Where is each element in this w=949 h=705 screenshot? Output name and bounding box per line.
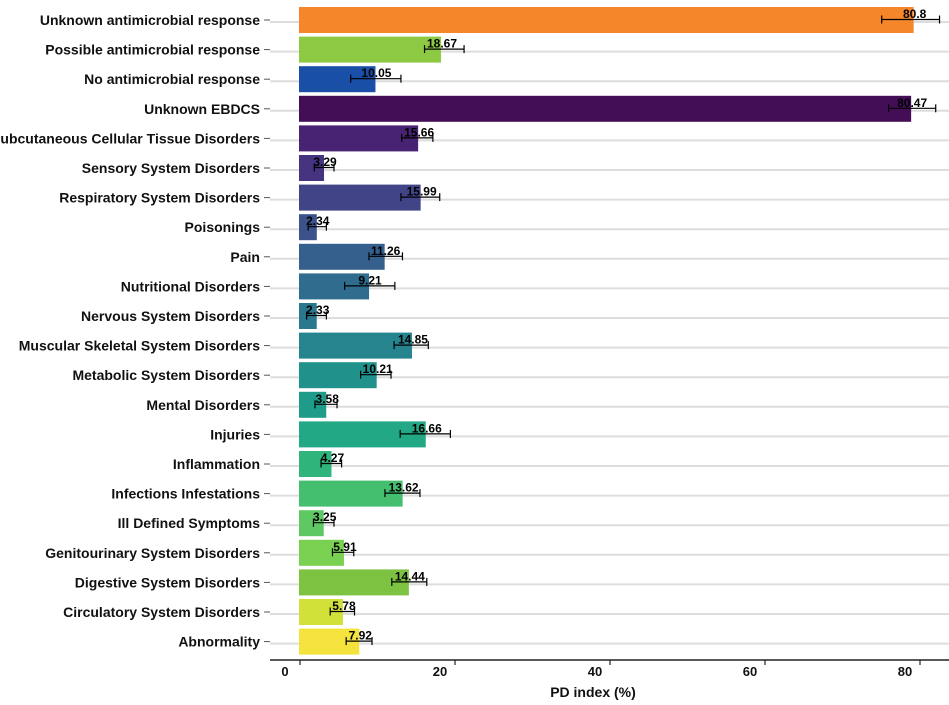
- x-tick-label: 60: [743, 664, 757, 679]
- value-label: 3.29: [313, 155, 337, 169]
- value-label: 13.62: [389, 481, 419, 495]
- value-label: 7.92: [349, 629, 373, 643]
- value-label: 4.27: [321, 451, 345, 465]
- value-labels: 80.8 18.67 10.05 80.47 15.66 3.29 15.99 2.34 11.…: [306, 7, 927, 643]
- bar: [299, 95, 912, 122]
- category-label: Poisonings: [185, 219, 261, 235]
- category-label: Nervous System Disorders: [81, 308, 260, 324]
- error-bar: [329, 607, 356, 616]
- error-bar: [350, 74, 402, 83]
- value-label: 14.44: [395, 569, 425, 583]
- category-label: Circulatory System Disorders: [63, 604, 260, 620]
- value-label: 9.21: [358, 273, 382, 287]
- category-label: Unknown antimicrobial response: [40, 12, 260, 28]
- value-label: 10.05: [361, 66, 391, 80]
- category-label: Genitourinary System Disorders: [45, 545, 260, 561]
- value-label: 3.25: [313, 510, 337, 524]
- error-bar: [423, 45, 465, 54]
- value-label: 10.21: [363, 362, 393, 376]
- x-axis: 0 20 40 60 80: [270, 659, 949, 679]
- x-tick-label: 40: [588, 664, 602, 679]
- value-label: 2.33: [306, 303, 330, 317]
- value-label: 15.99: [407, 185, 437, 199]
- bars: [299, 7, 914, 655]
- category-labels: Unknown antimicrobial response Possible a…: [0, 12, 260, 650]
- error-bar: [393, 341, 429, 350]
- error-bar: [345, 637, 373, 646]
- bar: [299, 36, 442, 63]
- grid-lines: [264, 19, 949, 645]
- bar: [299, 125, 419, 152]
- bar: [299, 332, 412, 359]
- x-tick-label: 80: [898, 664, 912, 679]
- error-bar: [887, 104, 937, 113]
- value-label: 80.8: [903, 7, 927, 21]
- category-label: Sensory System Disorders: [82, 160, 260, 176]
- error-bar: [368, 252, 404, 261]
- value-label: 11.26: [371, 244, 401, 258]
- error-bar: [401, 133, 434, 142]
- value-label: 16.66: [412, 421, 442, 435]
- value-label: 18.67: [427, 37, 457, 51]
- category-label: Subcutaneous Cellular Tissue Disorders: [0, 130, 260, 146]
- value-label: 3.58: [316, 392, 340, 406]
- error-bar: [320, 459, 343, 468]
- error-bar: [881, 15, 941, 24]
- value-label: 80.47: [897, 96, 927, 110]
- category-label: Mental Disorders: [146, 397, 260, 413]
- category-label: Nutritional Disorders: [121, 278, 260, 294]
- category-label: Injuries: [210, 426, 260, 442]
- bar: [299, 7, 914, 33]
- x-axis-title: PD index (%): [550, 684, 636, 700]
- error-bar: [344, 281, 396, 290]
- bar: [299, 569, 409, 596]
- category-label: Ill Defined Symptoms: [118, 515, 261, 531]
- category-label: Muscular Skeletal System Disorders: [19, 338, 260, 354]
- x-tick-label: 20: [433, 664, 447, 679]
- error-bar: [306, 311, 327, 320]
- x-tick-label: 0: [281, 664, 288, 679]
- value-label: 5.78: [332, 599, 356, 613]
- error-bar: [307, 222, 327, 231]
- category-label: Digestive System Disorders: [75, 574, 260, 590]
- category-label: Possible antimicrobial response: [45, 42, 260, 58]
- error-bar: [313, 163, 335, 172]
- category-label: Respiratory System Disorders: [59, 190, 260, 206]
- error-bar: [312, 518, 335, 527]
- error-bar: [384, 489, 421, 498]
- category-label: Infections Infestations: [111, 486, 260, 502]
- value-label: 2.34: [306, 214, 330, 228]
- category-label: No antimicrobial response: [84, 71, 260, 87]
- error-bar: [391, 577, 428, 586]
- error-bar: [400, 193, 441, 202]
- category-label: Abnormality: [178, 634, 260, 650]
- error-bar: [399, 429, 451, 438]
- value-label: 5.91: [333, 540, 357, 554]
- value-label: 14.85: [398, 333, 428, 347]
- category-label: Metabolic System Disorders: [72, 367, 260, 383]
- value-label: 15.66: [404, 125, 434, 139]
- error-bar: [314, 400, 338, 409]
- error-bar: [331, 548, 355, 557]
- error-bar: [360, 370, 392, 379]
- category-label: Unknown EBDCS: [144, 101, 260, 117]
- category-label: Inflammation: [173, 456, 260, 472]
- category-label: Pain: [230, 249, 260, 265]
- error-bars: [306, 15, 941, 646]
